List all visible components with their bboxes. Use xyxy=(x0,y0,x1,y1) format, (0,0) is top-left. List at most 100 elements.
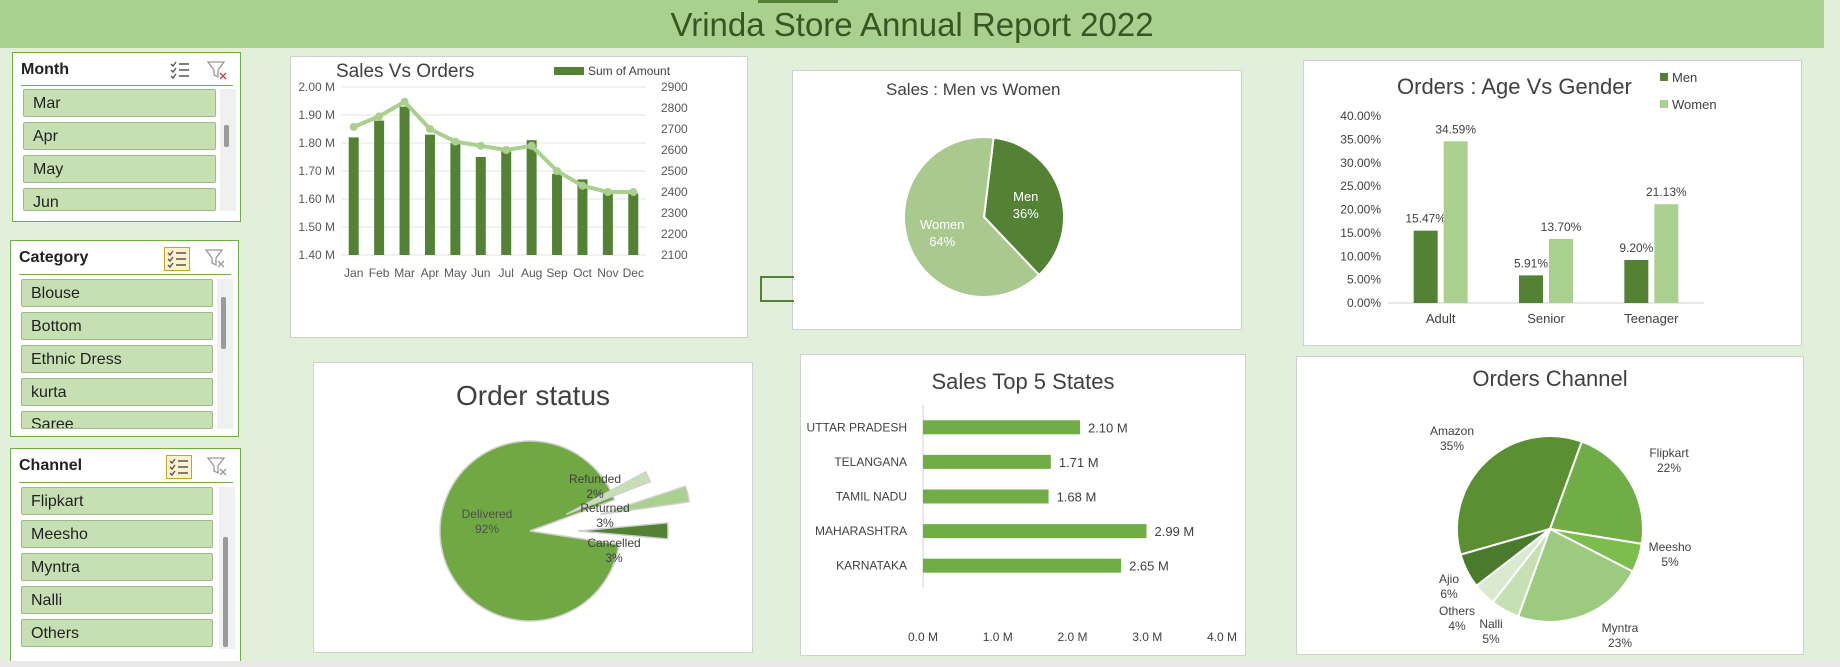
line-point xyxy=(578,181,587,190)
line-point xyxy=(451,137,460,146)
bar xyxy=(399,106,410,255)
y-tick-label: 15.00% xyxy=(1340,226,1381,240)
bar xyxy=(424,134,435,255)
slice-label: Flipkart xyxy=(1649,446,1689,460)
x-tick-label: Sep xyxy=(546,266,568,280)
line-point xyxy=(349,122,358,131)
bar-women xyxy=(1549,238,1573,303)
slicer-scrollbar[interactable] xyxy=(217,279,233,429)
chart-sales-men-women[interactable]: Sales : Men vs Women Men 36% Women 64% xyxy=(792,70,1242,330)
bar xyxy=(923,489,1049,504)
multi-select-icon[interactable] xyxy=(166,455,192,479)
y-right-tick-label: 2400 xyxy=(661,185,688,199)
x-tick-label: Jun xyxy=(471,266,490,280)
slicer-scrollbar[interactable] xyxy=(220,89,236,211)
slice-value: 2% xyxy=(586,487,604,501)
slicer-channel[interactable]: Channel Flipkart Meesho Myntra Nalli Oth… xyxy=(10,448,241,665)
sales-vs-orders-svg: Sales Vs Orders Sum of Amount 1.40 M 1.50… xyxy=(298,61,688,280)
slice-value: 64% xyxy=(929,234,955,249)
y-right-tick-label: 2100 xyxy=(661,248,688,262)
bar xyxy=(450,143,461,255)
y-left-tick-label: 1.50 M xyxy=(298,220,335,234)
slicer-category[interactable]: Category Blouse Bottom Ethnic Dress kurt… xyxy=(10,240,239,437)
x-tick-label: 1.0 M xyxy=(983,630,1013,644)
slicer-category-header: Category xyxy=(19,249,89,266)
slicer-item-jun[interactable]: Jun xyxy=(23,188,216,211)
data-label: 2.65 M xyxy=(1129,559,1169,574)
legend-label-men: Men xyxy=(1672,70,1697,85)
slicer-month[interactable]: Month Mar Apr May Jun xyxy=(12,52,241,222)
sales-men-women-svg: Sales : Men vs Women Men 36% Women 64% xyxy=(886,80,1065,298)
slice-label: Nalli xyxy=(1479,617,1502,631)
line-point xyxy=(476,141,485,150)
x-tick-label: 0.0 M xyxy=(908,630,938,644)
clear-filter-icon[interactable] xyxy=(205,59,229,81)
y-tick-label: UTTAR PRADESH xyxy=(807,420,907,434)
chart-sales-vs-orders[interactable]: Sales Vs Orders Sum of Amount 1.40 M 1.50… xyxy=(290,56,748,338)
legend-swatch-men xyxy=(1660,73,1668,81)
slicer-item-myntra[interactable]: Myntra xyxy=(21,553,213,581)
slicer-item-nalli[interactable]: Nalli xyxy=(21,586,213,614)
clear-filter-icon[interactable] xyxy=(205,455,229,477)
slicer-item-kurta[interactable]: kurta xyxy=(21,378,213,406)
x-tick-label: Aug xyxy=(521,266,542,280)
multi-select-icon[interactable] xyxy=(168,59,192,81)
chart-orders-age-gender[interactable]: Orders : Age Vs Gender Men Women 0.00% 5.… xyxy=(1303,60,1802,346)
slicer-item-apr[interactable]: Apr xyxy=(23,122,216,150)
slicer-channel-header: Channel xyxy=(19,457,83,474)
slicer-item-bottom[interactable]: Bottom xyxy=(21,312,213,340)
x-tick-label: 2.0 M xyxy=(1057,630,1087,644)
x-tick-label: Jan xyxy=(344,266,363,280)
slicer-item-blouse[interactable]: Blouse xyxy=(21,279,213,307)
data-label: 13.70% xyxy=(1541,220,1582,234)
y-right-tick-label: 2600 xyxy=(661,143,688,157)
chart-title: Sales Vs Orders xyxy=(336,61,474,82)
slicer-item-mar[interactable]: Mar xyxy=(23,89,216,117)
y-tick-label: TELANGANA xyxy=(834,455,907,469)
line-point xyxy=(502,146,511,154)
y-left-tick-label: 1.40 M xyxy=(298,248,335,262)
y-right-tick-label: 2500 xyxy=(661,164,688,178)
bar xyxy=(602,193,613,255)
bar xyxy=(923,454,1051,469)
chart-orders-channel[interactable]: Orders Channel Amazon 35% Flipkart 22% Meesh… xyxy=(1296,356,1804,655)
chart-sales-top5-states[interactable]: Sales Top 5 States UTTAR PRADESH 2.10 M TE… xyxy=(800,354,1246,656)
slicer-item-meesho[interactable]: Meesho xyxy=(21,520,213,548)
slice-label: Men xyxy=(1013,189,1038,204)
slicer-scrollbar[interactable] xyxy=(219,487,235,649)
scrollbar-thumb[interactable] xyxy=(224,125,229,147)
line-point xyxy=(400,97,409,106)
x-tick-label: Apr xyxy=(421,266,440,280)
x-tick-label: Dec xyxy=(623,266,644,280)
y-left-tick-label: 1.90 M xyxy=(298,108,335,122)
slice-value: 35% xyxy=(1440,439,1464,453)
x-tick-label: Nov xyxy=(597,266,618,280)
slice-value: 6% xyxy=(1440,587,1458,601)
scrollbar-thumb[interactable] xyxy=(221,297,226,349)
sheet-scroll-strip xyxy=(0,661,1840,667)
bar xyxy=(552,173,563,255)
bar xyxy=(628,193,639,255)
bar xyxy=(374,120,385,255)
scrollbar-thumb[interactable] xyxy=(223,537,228,647)
slicer-item-may[interactable]: May xyxy=(23,155,216,183)
slice-label: Refunded xyxy=(569,472,621,486)
slice-label: Women xyxy=(920,217,965,232)
x-tick-label: Oct xyxy=(573,266,592,280)
data-label: 5.91% xyxy=(1514,256,1548,270)
y-tick-label: TAMIL NADU xyxy=(836,490,907,504)
slicer-item-saree[interactable]: Saree xyxy=(21,411,213,429)
clear-filter-icon[interactable] xyxy=(203,247,227,269)
line-point xyxy=(629,188,638,196)
slicer-item-flipkart[interactable]: Flipkart xyxy=(21,487,213,515)
data-label: 34.59% xyxy=(1435,122,1476,136)
slice-value: 92% xyxy=(475,522,499,536)
data-label: 1.68 M xyxy=(1057,490,1097,505)
report-title-bar: Vrinda Store Annual Report 2022 xyxy=(0,0,1824,48)
pie-slice-women xyxy=(903,136,1041,298)
chart-order-status[interactable]: Order status Delivered 92% Refunded 2% Retur… xyxy=(313,362,753,653)
y-right-tick-label: 2700 xyxy=(661,122,688,136)
slicer-item-others[interactable]: Others xyxy=(21,619,213,647)
slicer-item-ethnic-dress[interactable]: Ethnic Dress xyxy=(21,345,213,373)
multi-select-icon[interactable] xyxy=(164,247,190,271)
